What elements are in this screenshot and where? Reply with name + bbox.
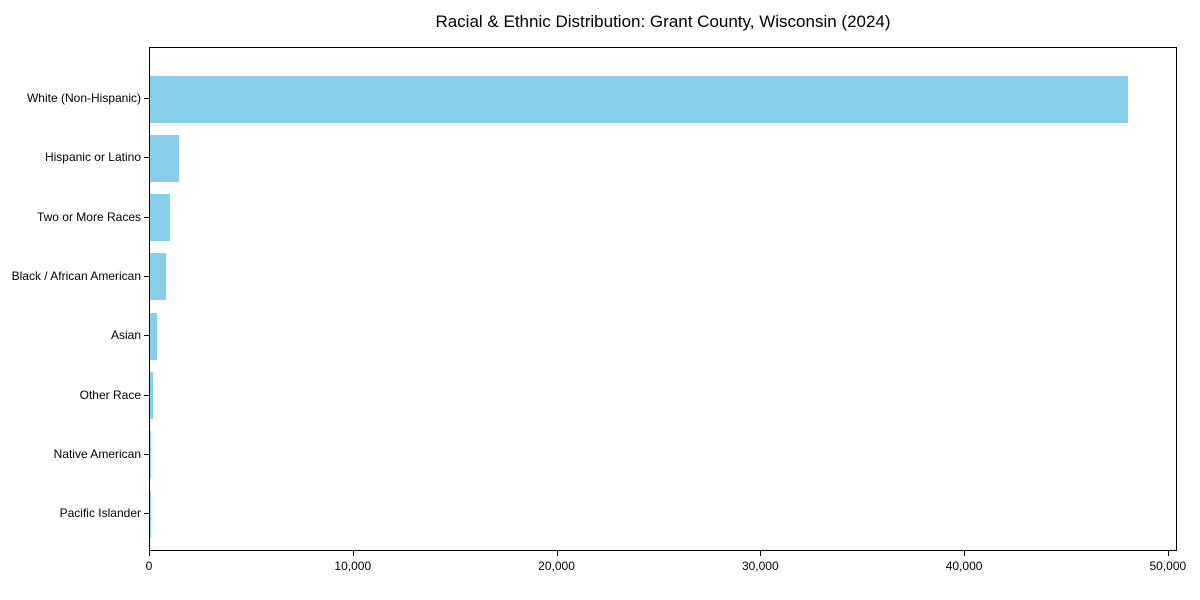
y-tick-label: Other Race	[79, 387, 141, 402]
bar-two-or-more-races	[150, 194, 171, 242]
x-tick-label: 30,000	[741, 559, 779, 573]
bar-other-race	[150, 372, 154, 419]
y-tick-mark	[144, 275, 149, 277]
x-tick-mark	[149, 551, 150, 556]
chart-title: Racial & Ethnic Distribution: Grant Coun…	[435, 12, 891, 31]
plot-area	[149, 47, 1177, 551]
y-tick-label: Asian	[110, 328, 141, 343]
y-tick-label: Pacific Islander	[59, 506, 141, 521]
y-tick-mark	[144, 216, 149, 218]
bar-hispanic-or-latino	[150, 134, 179, 182]
x-tick-mark	[964, 551, 966, 556]
y-tick-label: Two or More Races	[36, 209, 141, 224]
y-tick-mark	[144, 335, 149, 337]
y-tick-label: Black / African American	[11, 268, 141, 283]
y-tick-mark	[144, 453, 149, 455]
x-tick-label: 40,000	[945, 559, 983, 573]
bar-native-american	[150, 431, 152, 479]
y-tick-mark	[144, 157, 149, 159]
x-tick-label: 10,000	[334, 559, 372, 573]
bar-white-non-hispanic	[150, 75, 1129, 123]
x-tick-mark	[1167, 551, 1169, 556]
x-tick-mark	[556, 551, 558, 556]
y-tick-mark	[144, 513, 149, 515]
x-tick-label: 50,000	[1149, 559, 1187, 573]
x-tick-mark	[352, 551, 354, 556]
bar-asian	[150, 312, 158, 360]
x-tick-label: 0	[145, 559, 153, 573]
bar-black-african-american	[150, 253, 167, 301]
x-tick-mark	[760, 551, 762, 556]
y-tick-label: White (Non-Hispanic)	[26, 91, 141, 105]
x-tick-label: 20,000	[538, 559, 575, 573]
y-tick-label: Hispanic or Latino	[44, 150, 141, 165]
y-tick-mark	[144, 98, 149, 99]
y-tick-label: Native American	[53, 446, 141, 461]
y-tick-mark	[144, 394, 149, 396]
